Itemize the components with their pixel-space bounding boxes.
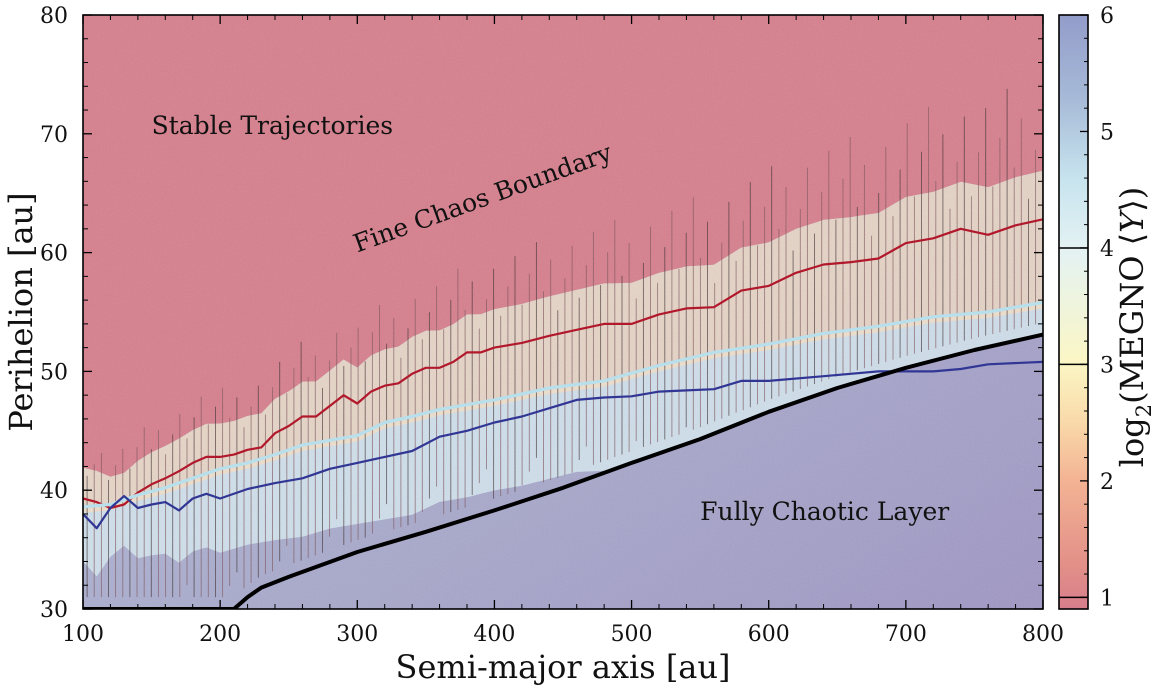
series-light-blue-contour: [83, 300, 1043, 509]
x-tick-label: 300: [336, 622, 378, 647]
colorbar-ticks: 1 2 3 4 5 6: [1080, 4, 1114, 611]
y-tick-label: 70: [40, 123, 68, 148]
y-tick-label: 30: [40, 598, 68, 623]
x-tick-label: 100: [62, 622, 104, 647]
annotation-stable-trajectories: Stable Trajectories: [152, 111, 394, 140]
y-tick-label: 40: [40, 479, 68, 504]
colorbar-tick-label: 5: [1100, 120, 1114, 145]
y-axis-ticks: 30 40 50 60 70 80: [40, 4, 1043, 623]
colorbar-gradient: [1059, 15, 1088, 609]
x-axis-ticks: 100 200 300 400 500 600 700 800: [62, 15, 1064, 647]
y-axis-label: Perihelion [au]: [2, 192, 40, 431]
x-tick-label: 400: [473, 622, 515, 647]
x-tick-label: 700: [885, 622, 927, 647]
noise-overlay: [83, 15, 1043, 609]
colorbar-label: log2(MEGNO ⟨Y⟩): [1113, 187, 1156, 468]
colorbar-tick-label: 6: [1100, 4, 1114, 29]
series-black-boundary: [83, 332, 1043, 609]
colorbar-tick-label: 3: [1100, 353, 1114, 378]
y-tick-label: 60: [40, 242, 68, 267]
y-tick-label: 50: [40, 360, 68, 385]
colorbar-tick-label: 2: [1100, 470, 1114, 495]
x-tick-label: 600: [748, 622, 790, 647]
plot-frame: [82, 14, 1044, 610]
colorbar-tick-label: 4: [1100, 237, 1114, 262]
contour-lines: [83, 218, 1043, 609]
colorbar-frame: [1058, 14, 1089, 610]
x-tick-label: 500: [611, 622, 653, 647]
x-tick-label: 800: [1022, 622, 1064, 647]
x-tick-label: 200: [199, 622, 241, 647]
series-red-contour: [83, 218, 1043, 510]
colorbar-tick-label: 1: [1100, 586, 1114, 611]
y-tick-label: 80: [40, 4, 68, 29]
plot-area: [83, 15, 1043, 609]
x-axis-label: Semi-major axis [au]: [396, 648, 731, 686]
annotation-fully-chaotic-layer: Fully Chaotic Layer: [700, 497, 949, 526]
series-dark-blue-contour: [83, 360, 1043, 530]
colorbar: 1 2 3 4 5 6 log2(MEGNO ⟨Y⟩): [1058, 4, 1156, 611]
